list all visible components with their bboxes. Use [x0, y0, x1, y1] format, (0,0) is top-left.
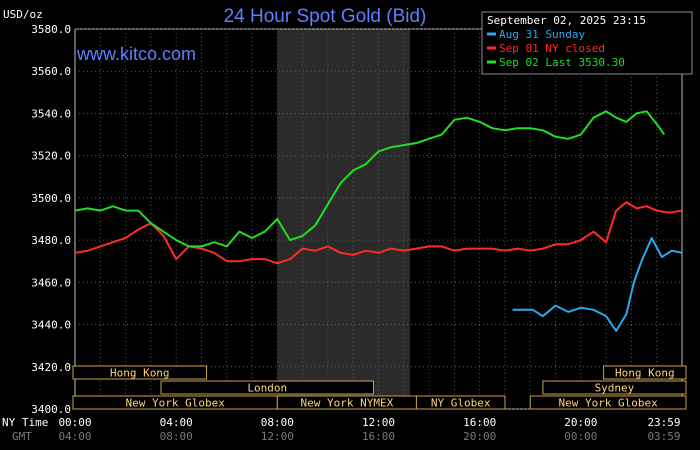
x-tick-gmt: 16:00 [362, 430, 395, 443]
y-tick-label: 3480.0 [31, 234, 71, 247]
timestamp: September 02, 2025 23:15 [487, 14, 646, 27]
series-lines [74, 110, 683, 332]
y-tick-label: 3440.0 [31, 319, 71, 332]
x-tick-gmt: 00:00 [564, 430, 597, 443]
legend-entry: Sep 02 Last 3530.30 [499, 56, 625, 69]
session-label: London [247, 382, 287, 395]
gmt-label: GMT [12, 430, 32, 443]
session-label: Sydney [595, 382, 635, 395]
session-label: New York NYMEX [301, 397, 394, 410]
grid [75, 28, 682, 410]
series-line-2 [74, 110, 666, 248]
chart-title: 24 Hour Spot Gold (Bid) [224, 6, 427, 27]
x-axis: 00:0004:0004:0008:0008:0012:0012:0016:00… [58, 416, 680, 443]
x-tick-ny: 04:00 [160, 416, 193, 429]
x-tick-ny: 20:00 [564, 416, 597, 429]
session-box [603, 365, 687, 380]
y-tick-label: 3460.0 [31, 276, 71, 289]
y-tick-label: 3500.0 [31, 192, 71, 205]
x-tick-gmt: 08:00 [160, 430, 193, 443]
session-label: New York Globex [125, 397, 225, 410]
y-tick-label: 3400.0 [31, 403, 71, 416]
series-line-1 [74, 201, 683, 265]
series-line-0 [512, 237, 683, 332]
x-tick-ny: 00:00 [58, 416, 91, 429]
y-tick-label: 3520.0 [31, 150, 71, 163]
y-tick-label: 3420.0 [31, 361, 71, 374]
x-tick-ny: 08:00 [261, 416, 294, 429]
y-tick-label: 3560.0 [31, 65, 71, 78]
nymex-highlight-band [277, 29, 411, 409]
session-box [542, 380, 687, 395]
kitco-brand: www.kitco.com [76, 44, 196, 64]
legend-entry: Aug 31 Sunday [499, 28, 585, 41]
ny-time-label: NY Time [2, 416, 48, 429]
x-tick-gmt: 20:00 [463, 430, 496, 443]
x-tick-gmt: 04:00 [58, 430, 91, 443]
session-box [415, 395, 506, 410]
session-box [72, 365, 208, 380]
x-tick-ny: 16:00 [463, 416, 496, 429]
x-tick-gmt: 12:00 [261, 430, 294, 443]
session-box [160, 380, 374, 395]
legend: September 02, 2025 23:15 Aug 31 SundaySe… [481, 11, 693, 75]
session-label: Hong Kong [110, 367, 170, 380]
y-axis: 3580.0 3560.0 3540.0 3520.0 3500.0 3480.0 3460… [31, 23, 71, 416]
x-tick-ny: 23:59 [647, 416, 680, 429]
unit-label: USD/oz [3, 8, 43, 21]
market-sessions: Hong Kong Hong Kong London Sydney New York G… [72, 365, 687, 410]
y-tick-label: 3540.0 [31, 107, 71, 120]
y-tick-label: 3580.0 [31, 23, 71, 36]
session-label: New York Globex [558, 397, 658, 410]
x-tick-gmt: 03:59 [647, 430, 680, 443]
legend-entry: Sep 01 NY closed [499, 42, 605, 55]
session-box [529, 395, 687, 410]
x-tick-ny: 12:00 [362, 416, 395, 429]
session-label: NY Globex [431, 397, 491, 410]
session-label: Hong Kong [615, 367, 675, 380]
